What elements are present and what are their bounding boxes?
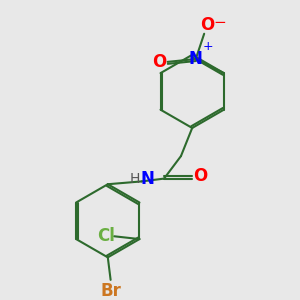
- Text: −: −: [213, 15, 226, 30]
- Text: Br: Br: [100, 282, 121, 300]
- Text: Cl: Cl: [97, 227, 115, 245]
- Text: O: O: [194, 167, 208, 185]
- Text: H: H: [129, 172, 140, 186]
- Text: N: N: [189, 50, 203, 68]
- Text: O: O: [152, 53, 166, 71]
- Text: O: O: [200, 16, 214, 34]
- Text: N: N: [140, 169, 154, 188]
- Text: +: +: [203, 40, 214, 53]
